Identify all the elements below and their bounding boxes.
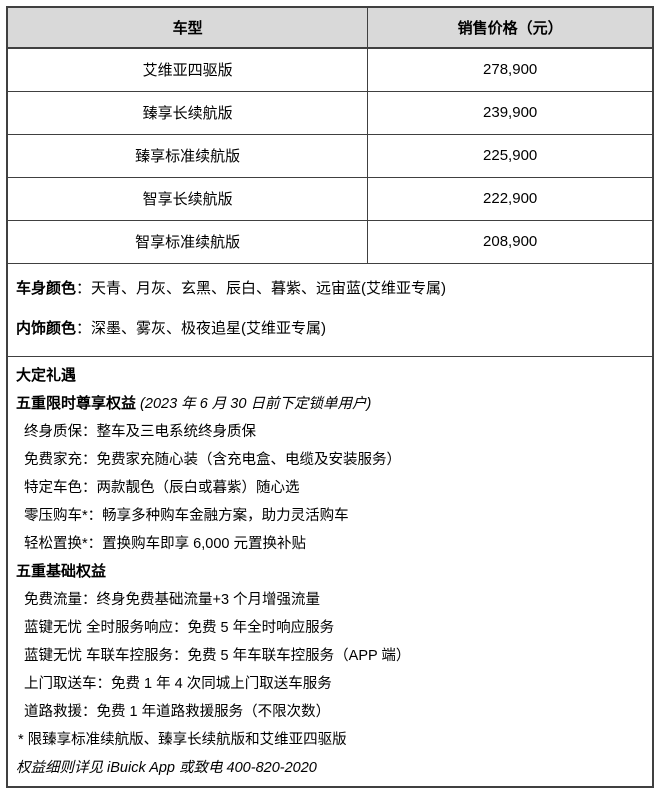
benefit-item: 上门取送车：免费 1 年 4 次同城上门取送车服务: [24, 675, 332, 692]
table-row: 艾维亚四驱版 278,900: [6, 47, 654, 92]
colors-cell: 车身颜色：天青、月灰、玄黑、辰白、暮紫、远宙蓝(艾维亚专属) 内饰颜色：深墨、雾…: [6, 262, 654, 357]
price-table: 车型 销售价格（元） 艾维亚四驱版 278,900 臻享长续航版 239,900…: [6, 6, 654, 788]
interior-colors-line: 内饰颜色：深墨、雾灰、极夜追星(艾维亚专属): [16, 312, 644, 352]
model-price: 222,900: [367, 176, 654, 221]
table-row: 智享标准续航版 208,900: [6, 219, 654, 264]
body-colors-value: ：天青、月灰、玄黑、辰白、暮紫、远宙蓝(艾维亚专属): [76, 279, 447, 297]
model-name: 艾维亚四驱版: [6, 47, 369, 92]
colors-row: 车身颜色：天青、月灰、玄黑、辰白、暮紫、远宙蓝(艾维亚专属) 内饰颜色：深墨、雾…: [6, 262, 654, 357]
benefit-item: 道路救援：免费 1 年道路救援服务（不限次数）: [24, 703, 331, 720]
table-row: 臻享长续航版 239,900: [6, 90, 654, 135]
interior-colors-value: ：深墨、雾灰、极夜追星(艾维亚专属): [76, 319, 327, 337]
model-price: 225,900: [367, 133, 654, 178]
table-row: 智享长续航版 222,900: [6, 176, 654, 221]
header-price-column: 销售价格（元）: [367, 6, 654, 49]
base-benefits-title: 五重基础权益: [16, 562, 107, 580]
benefit-item: 免费家充：免费家充随心装（含充电盒、电缆及安装服务）: [24, 451, 401, 468]
table-row: 臻享标准续航版 225,900: [6, 133, 654, 178]
benefits-title: 大定礼遇: [16, 366, 77, 384]
model-name: 臻享标准续航版: [6, 133, 369, 178]
limited-benefits-title: 五重限时尊享权益: [16, 394, 137, 412]
body-colors-label: 车身颜色: [16, 279, 77, 297]
model-name: 智享长续航版: [6, 176, 369, 221]
interior-colors-label: 内饰颜色: [16, 319, 77, 337]
benefit-item: 零压购车*：畅享多种购车金融方案，助力灵活购车: [24, 507, 349, 524]
limited-benefits-heading: 五重限时尊享权益 (2023 年 6 月 30 日前下定锁单用户): [16, 390, 644, 418]
body-colors-line: 车身颜色：天青、月灰、玄黑、辰白、暮紫、远宙蓝(艾维亚专属): [16, 272, 644, 312]
benefit-item: 特定车色：两款靓色（辰白或暮紫）随心选: [24, 479, 300, 496]
benefits-row: 大定礼遇 五重限时尊享权益 (2023 年 6 月 30 日前下定锁单用户) 终…: [6, 355, 654, 787]
model-price: 278,900: [367, 47, 654, 92]
limited-benefits-date-note: (2023 年 6 月 30 日前下定锁单用户): [140, 395, 372, 412]
model-price: 208,900: [367, 219, 654, 264]
table-header-row: 车型 销售价格（元）: [6, 6, 654, 49]
benefit-item: 终身质保：整车及三电系统终身质保: [24, 423, 256, 440]
benefit-item: 免费流量：终身免费基础流量+3 个月增强流量: [24, 591, 321, 608]
header-model-column: 车型: [6, 6, 369, 49]
benefit-item: 轻松置换*：置换购车即享 6,000 元置换补贴: [24, 535, 306, 552]
benefit-item: 蓝键无忧 全时服务响应：免费 5 年全时响应服务: [24, 619, 335, 636]
model-name: 臻享长续航版: [6, 90, 369, 135]
benefits-cell: 大定礼遇 五重限时尊享权益 (2023 年 6 月 30 日前下定锁单用户) 终…: [6, 355, 654, 787]
asterisk-footnote: * 限臻享标准续航版、臻享长续航版和艾维亚四驱版: [18, 731, 347, 748]
legal-note: 权益细则详见 iBuick App 或致电 400-820-2020: [16, 759, 317, 776]
model-name: 智享标准续航版: [6, 219, 369, 264]
benefit-item: 蓝键无忧 车联车控服务：免费 5 年车联车控服务（APP 端）: [24, 647, 411, 664]
model-price: 239,900: [367, 90, 654, 135]
